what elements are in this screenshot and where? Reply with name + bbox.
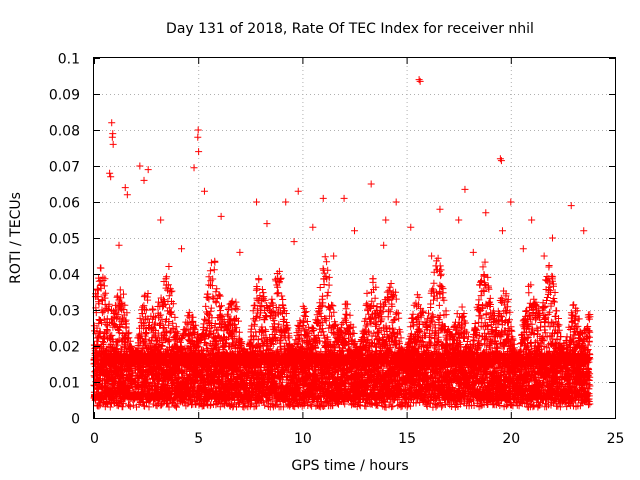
data-point bbox=[194, 133, 202, 141]
data-point bbox=[567, 202, 575, 210]
data-point bbox=[519, 245, 527, 253]
data-point bbox=[309, 223, 317, 231]
y-tick-label: 0.03 bbox=[49, 304, 80, 320]
data-point bbox=[107, 173, 115, 181]
data-point bbox=[253, 198, 261, 206]
data-point bbox=[282, 198, 290, 206]
y-tick-label: 0.08 bbox=[49, 124, 80, 140]
data-point bbox=[157, 216, 165, 224]
data-point bbox=[380, 241, 388, 249]
data-point bbox=[428, 252, 436, 260]
data-point bbox=[319, 194, 327, 202]
data-point bbox=[455, 216, 463, 224]
data-point bbox=[469, 248, 477, 256]
x-tick-label: 15 bbox=[398, 431, 416, 447]
data-point bbox=[108, 119, 116, 127]
data-point bbox=[540, 252, 548, 260]
data-point bbox=[498, 227, 506, 235]
data-point bbox=[144, 166, 152, 174]
data-point bbox=[496, 155, 504, 163]
data-point bbox=[330, 252, 338, 260]
y-axis-label: ROTI / TECUs bbox=[8, 192, 24, 284]
data-point bbox=[194, 126, 202, 134]
data-point bbox=[415, 76, 423, 84]
y-tick-label: 0.02 bbox=[49, 340, 80, 356]
data-point bbox=[190, 164, 198, 172]
x-tick-labels: 0 5 10 15 20 25 bbox=[90, 431, 624, 447]
data-point bbox=[507, 198, 515, 206]
x-tick-label: 5 bbox=[194, 431, 203, 447]
axis-ticks bbox=[94, 58, 616, 419]
data-point bbox=[108, 133, 116, 141]
data-point bbox=[416, 77, 424, 85]
data-point bbox=[136, 162, 144, 170]
x-tick-label: 20 bbox=[502, 431, 520, 447]
data-point bbox=[407, 223, 415, 231]
data-point bbox=[548, 234, 556, 242]
data-point bbox=[195, 148, 203, 156]
data-point bbox=[121, 184, 129, 192]
x-tick-label: 0 bbox=[90, 431, 99, 447]
y-tick-labels: 0 0.01 0.02 0.03 0.04 0.05 0.06 0.07 0.08 0.09 0.1 bbox=[49, 52, 80, 428]
data-point bbox=[200, 187, 208, 195]
data-point bbox=[290, 238, 298, 246]
data-point bbox=[580, 227, 588, 235]
data-point bbox=[497, 157, 505, 165]
data-point bbox=[482, 209, 490, 217]
data-point bbox=[294, 187, 302, 195]
data-point bbox=[178, 245, 186, 253]
scatter-cloud bbox=[90, 253, 594, 411]
data-points bbox=[90, 76, 594, 411]
y-tick-label: 0.07 bbox=[49, 160, 80, 176]
data-point bbox=[528, 216, 536, 224]
y-tick-label: 0.01 bbox=[49, 376, 80, 392]
data-point bbox=[340, 194, 348, 202]
data-point bbox=[382, 216, 390, 224]
data-point bbox=[461, 185, 469, 193]
x-axis-label: GPS time / hours bbox=[291, 458, 408, 474]
data-point bbox=[123, 191, 131, 199]
y-tick-label: 0.04 bbox=[49, 268, 80, 284]
x-tick-label: 25 bbox=[607, 431, 625, 447]
data-point bbox=[236, 248, 244, 256]
data-point bbox=[351, 227, 358, 235]
data-point bbox=[367, 180, 375, 188]
chart-title: Day 131 of 2018, Rate Of TEC Index for r… bbox=[166, 21, 534, 37]
y-tick-label: 0.06 bbox=[49, 196, 80, 212]
data-point bbox=[392, 198, 400, 206]
plot-frame bbox=[93, 57, 616, 419]
data-point bbox=[109, 140, 117, 148]
data-point bbox=[106, 169, 114, 177]
y-tick-label: 0.09 bbox=[49, 88, 80, 104]
y-tick-label: 0.05 bbox=[49, 232, 80, 248]
data-point bbox=[140, 176, 148, 184]
data-point bbox=[217, 212, 225, 220]
y-tick-label: 0.1 bbox=[58, 52, 80, 68]
data-point bbox=[263, 220, 271, 228]
data-point bbox=[436, 205, 444, 213]
y-tick-label: 0 bbox=[71, 412, 80, 428]
data-point bbox=[115, 241, 123, 249]
x-tick-label: 10 bbox=[294, 431, 312, 447]
